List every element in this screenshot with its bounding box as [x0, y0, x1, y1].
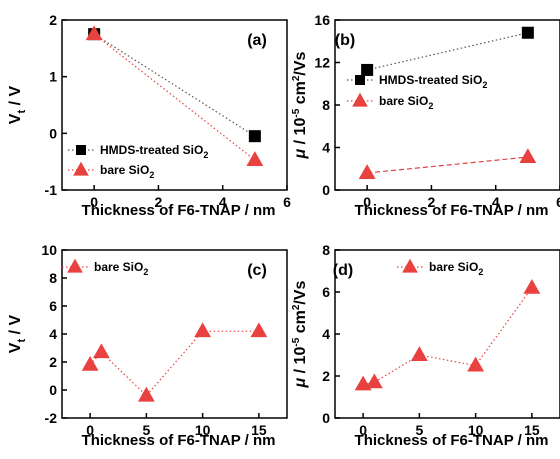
y-axis-label: Vt / V: [7, 315, 28, 354]
y-tick-label: 4: [322, 326, 330, 342]
legend-label: bare SiO2: [379, 94, 433, 111]
data-point: [410, 346, 428, 361]
y-tick-label: 12: [314, 55, 330, 71]
panel-b: 0 2 4 6 0 4 8 12 16 Thickness of F6-TNAP / nm μ / …: [291, 12, 560, 219]
y-axis-label: μ / 10-5 cm2/Vs: [291, 51, 309, 159]
legend: bare SiO2: [62, 258, 148, 277]
y-tick-label: 2: [49, 354, 57, 370]
y-tick-label: 0: [322, 410, 330, 426]
legend-marker: [402, 258, 418, 273]
legend-label: HMDS-treated SiO2: [379, 73, 487, 90]
data-point: [358, 164, 376, 179]
data-point: [521, 26, 534, 39]
y-tick-label: 8: [322, 242, 330, 258]
x-axis-label: Thickness of F6-TNAP / nm: [82, 432, 276, 449]
data-point: [92, 343, 110, 359]
panel-label: (a): [247, 32, 267, 49]
plot-frame: [61, 19, 288, 191]
data-point: [365, 373, 383, 389]
x-tick-label: 4: [219, 194, 227, 210]
x-tick-label: 2: [155, 194, 163, 210]
x-tick-label: 0: [359, 422, 367, 438]
data-point: [467, 356, 485, 372]
x-axis-label: Thickness of F6-TNAP / nm: [355, 202, 549, 219]
y-axis-label: μ / 10-5 cm2/Vs: [291, 280, 309, 388]
series-line: [93, 33, 256, 161]
y-tick-label: 0: [49, 125, 57, 141]
y-tick-label: -1: [45, 182, 58, 198]
data-point: [137, 386, 155, 402]
legend-marker: [76, 145, 86, 155]
legend-label: bare SiO2: [100, 163, 154, 180]
data-point: [361, 63, 374, 76]
legend-label: bare SiO2: [94, 260, 148, 277]
x-tick-label: 0: [363, 194, 371, 210]
x-tick-label: 4: [492, 194, 500, 210]
y-tick-label: 16: [314, 12, 330, 28]
x-tick-label: 6: [556, 194, 560, 210]
data-point: [523, 278, 541, 294]
x-tick-label: 10: [195, 422, 211, 438]
x-tick-label: 15: [524, 422, 540, 438]
y-tick-label: 8: [322, 97, 330, 113]
data-point: [81, 355, 99, 371]
y-tick-label: 6: [322, 284, 330, 300]
legend-marker: [352, 92, 368, 107]
panel-label: (d): [333, 262, 353, 279]
data-point: [250, 322, 268, 338]
x-tick-label: 15: [251, 422, 267, 438]
y-tick-label: 10: [41, 242, 57, 258]
legend-marker: [355, 75, 365, 85]
x-tick-label: 6: [283, 194, 291, 210]
y-tick-label: 4: [49, 326, 57, 342]
data-point: [194, 322, 212, 338]
data-point: [246, 151, 264, 166]
series-line: [367, 156, 528, 174]
x-axis-label: Thickness of F6-TNAP / nm: [355, 432, 549, 449]
y-tick-label: 4: [322, 140, 330, 156]
legend-label: bare SiO2: [429, 260, 483, 277]
series-line: [367, 32, 528, 71]
y-axis-label: Vt / V: [7, 86, 28, 125]
y-tick-label: 2: [49, 12, 57, 28]
series-line: [93, 33, 256, 137]
y-tick-label: 8: [49, 270, 57, 286]
x-tick-label: 5: [415, 422, 423, 438]
legend-label: HMDS-treated SiO2: [100, 143, 208, 160]
data-point: [85, 25, 103, 41]
legend: HMDS-treated SiO2 bare SiO2: [68, 143, 208, 180]
y-tick-label: 1: [49, 69, 57, 85]
series-line: [363, 287, 533, 385]
legend: bare SiO2: [397, 258, 483, 277]
y-tick-label: 0: [322, 182, 330, 198]
y-tick-label: -2: [45, 410, 58, 426]
panel-label: (c): [247, 262, 267, 279]
plot-frame: [334, 249, 560, 419]
series-line: [89, 330, 259, 397]
y-tick-label: 6: [49, 298, 57, 314]
x-tick-label: 10: [468, 422, 484, 438]
x-tick-label: 0: [90, 194, 98, 210]
legend: HMDS-treated SiO2 bare SiO2: [347, 73, 487, 111]
y-tick-label: 0: [49, 382, 57, 398]
legend-marker: [67, 258, 83, 273]
x-tick-label: 0: [86, 422, 94, 438]
panel-d: 0 5 10 15 0 2 4 6 8 Thickness of F6-TNAP / nm μ / …: [291, 242, 560, 449]
data-point: [519, 148, 537, 164]
x-axis-label: Thickness of F6-TNAP / nm: [82, 202, 276, 219]
panel-label: (b): [335, 32, 355, 49]
x-tick-label: 5: [142, 422, 150, 438]
y-tick-label: 2: [322, 368, 330, 384]
legend-marker: [73, 161, 89, 176]
data-point: [248, 130, 261, 143]
x-tick-label: 2: [428, 194, 436, 210]
